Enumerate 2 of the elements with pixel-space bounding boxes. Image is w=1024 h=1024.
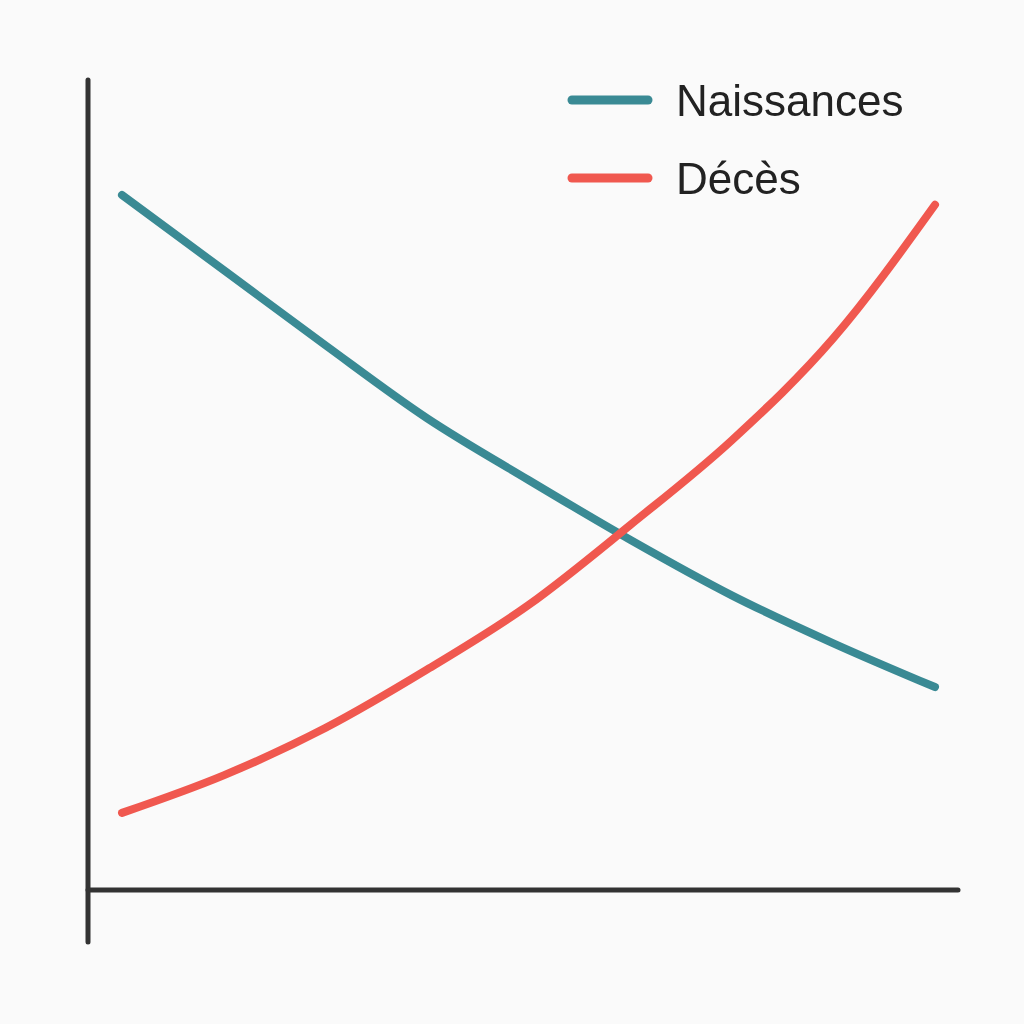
legend-label: Naissances [676, 76, 904, 125]
legend-label: Décès [676, 154, 801, 203]
